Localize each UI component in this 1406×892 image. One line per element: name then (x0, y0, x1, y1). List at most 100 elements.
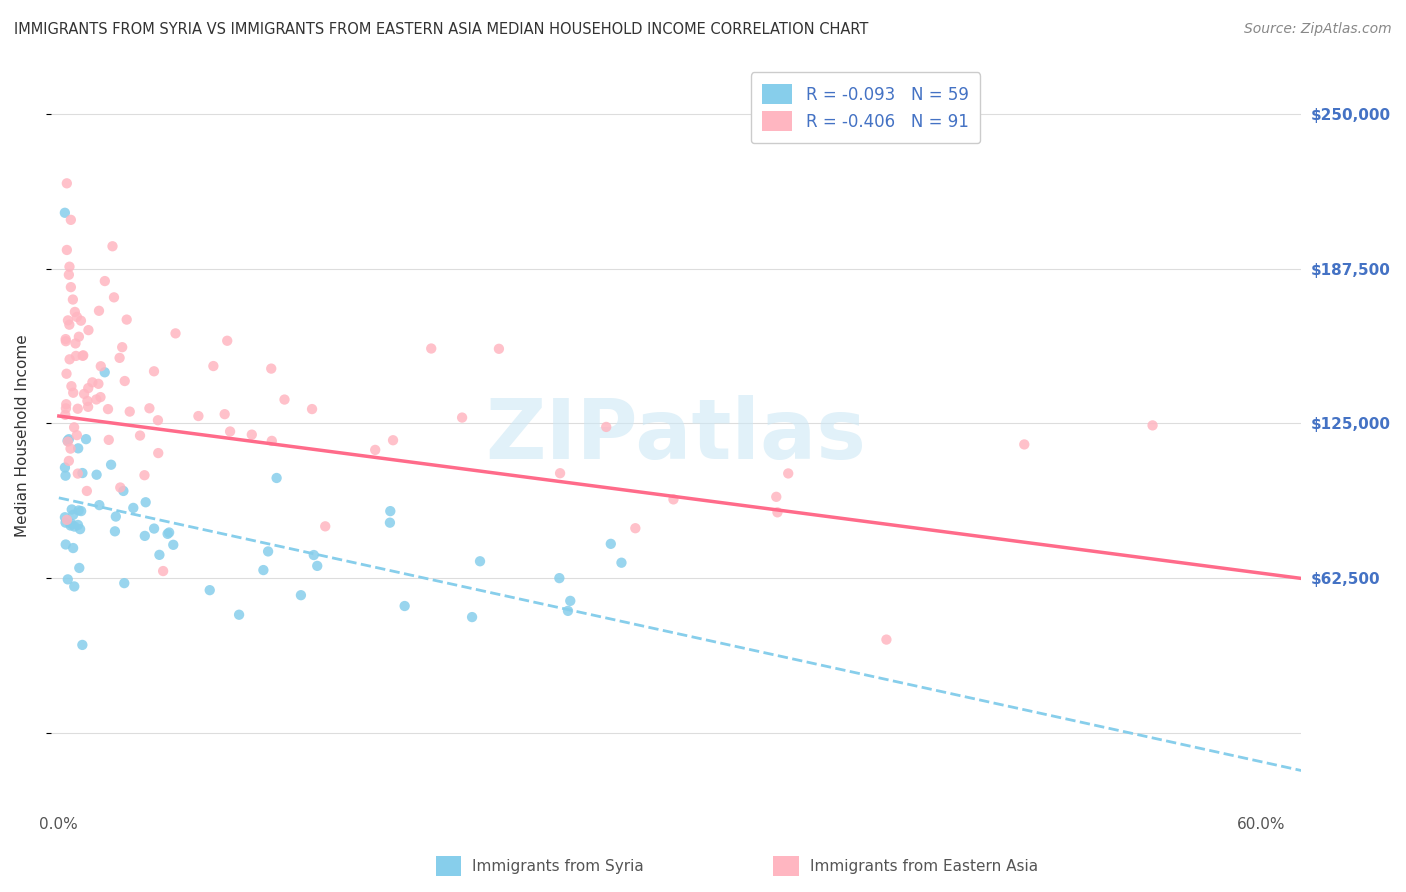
Point (765, 490, 787, 504)
Point (70, 504, 93, 518)
Point (97, 433, 120, 447)
Point (468, 554, 491, 568)
Point (451, 410, 474, 425)
Point (214, 407, 236, 421)
Point (548, 467, 571, 481)
Point (148, 446, 170, 460)
Text: ZIPatlas: ZIPatlas (485, 395, 866, 476)
Point (53, 206, 76, 220)
Point (65, 336, 87, 351)
Point (59, 518, 82, 533)
Point (115, 312, 138, 326)
Point (187, 409, 209, 423)
Point (55, 367, 77, 381)
Point (314, 519, 336, 533)
Point (76, 393, 98, 408)
Point (101, 239, 124, 253)
Point (165, 326, 187, 341)
Point (122, 500, 145, 515)
Point (56, 243, 79, 257)
Point (59, 442, 82, 456)
Point (53, 510, 76, 524)
Point (89, 390, 111, 404)
Point (97, 402, 120, 417)
Point (62, 541, 84, 555)
Point (63, 519, 86, 533)
Point (69, 522, 91, 536)
Point (488, 342, 510, 356)
Point (55, 516, 77, 530)
Point (60, 502, 83, 516)
Text: Immigrants from Syria: Immigrants from Syria (472, 859, 644, 873)
Point (108, 351, 131, 365)
Point (60, 379, 83, 393)
Point (364, 442, 387, 457)
Point (100, 458, 122, 472)
Point (77, 323, 100, 337)
Point (217, 334, 239, 348)
Text: Source: ZipAtlas.com: Source: ZipAtlas.com (1244, 22, 1392, 37)
Point (240, 427, 263, 442)
Legend: R = -0.093   N = 59, R = -0.406   N = 91: R = -0.093 N = 59, R = -0.406 N = 91 (751, 72, 980, 143)
Point (63, 420, 86, 434)
Point (134, 468, 156, 483)
Point (56, 177, 79, 191)
Point (56, 313, 79, 327)
Point (228, 607, 250, 622)
Point (307, 558, 329, 573)
Point (63, 305, 86, 319)
Point (104, 524, 127, 539)
Point (202, 359, 225, 373)
Point (257, 544, 280, 558)
Point (77, 400, 100, 414)
Point (66, 428, 89, 442)
Point (394, 599, 416, 613)
Point (58, 454, 80, 468)
Point (72, 638, 94, 652)
Point (67, 503, 90, 517)
Point (118, 404, 141, 418)
Point (84, 392, 107, 407)
Point (66, 401, 89, 416)
Point (875, 632, 897, 647)
Point (73, 387, 96, 401)
Point (90, 359, 112, 374)
Point (260, 434, 283, 448)
Point (162, 538, 184, 552)
Point (59, 352, 82, 367)
Point (104, 509, 127, 524)
Point (55, 537, 77, 551)
Point (198, 583, 221, 598)
Point (624, 521, 647, 535)
Point (87, 303, 110, 318)
Point (112, 576, 135, 591)
Point (62, 508, 84, 522)
Point (302, 548, 325, 562)
Point (1014, 437, 1036, 451)
Point (53, 408, 76, 422)
Point (148, 548, 170, 562)
Point (86, 467, 108, 482)
Point (67, 329, 90, 343)
Point (156, 526, 179, 541)
Point (219, 425, 242, 439)
Point (560, 594, 582, 608)
Point (266, 471, 288, 485)
Point (55, 334, 77, 349)
Point (56, 513, 79, 527)
Point (63, 579, 86, 593)
Point (53, 460, 76, 475)
Point (157, 525, 180, 540)
Point (143, 364, 166, 378)
Point (146, 413, 169, 427)
Point (70, 314, 93, 328)
Point (87, 376, 110, 391)
Point (72, 466, 94, 480)
Point (290, 588, 312, 602)
Point (301, 402, 323, 417)
Point (548, 571, 571, 585)
Point (66, 518, 89, 533)
Point (94, 274, 117, 288)
Point (56, 434, 79, 448)
Point (378, 516, 401, 530)
